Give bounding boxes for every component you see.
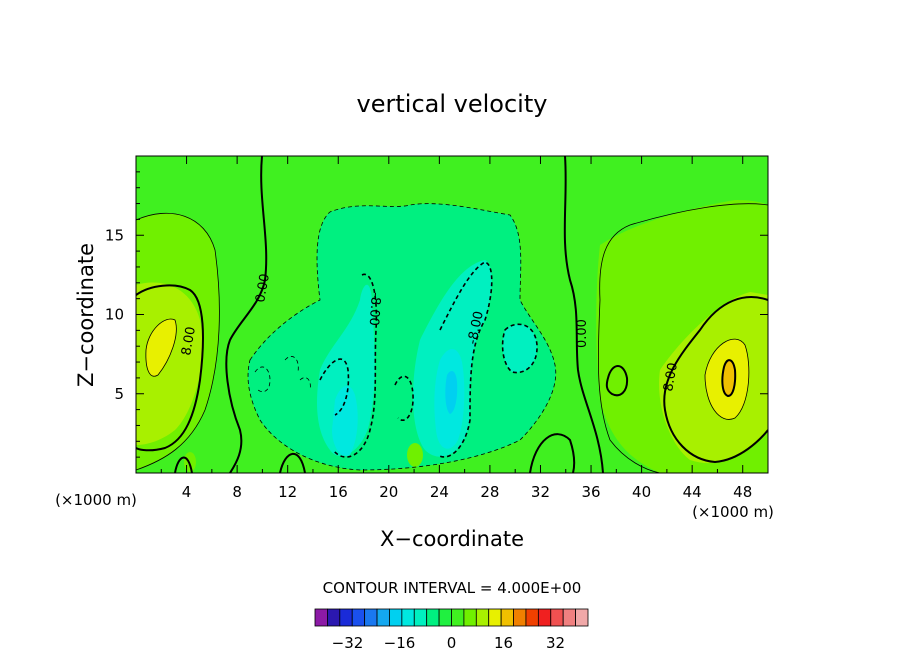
positive-contour-left — [136, 284, 204, 452]
colorbar-swatch — [389, 608, 403, 627]
colorbar-tick-label: −16 — [384, 634, 416, 652]
contour-thin — [136, 212, 220, 471]
positive-blob — [407, 443, 423, 467]
contour-dashed — [332, 273, 378, 458]
colorbar-swatch — [562, 608, 576, 627]
colorbar-swatch — [513, 608, 527, 627]
contour-labels: 0.00 0.00 8.00 8.00 -8.00 -8.00 — [179, 273, 681, 393]
negative-region-mid-c — [502, 324, 538, 373]
y-axis-label: Z−coordinate — [74, 243, 98, 387]
contour-label: -8.00 — [366, 292, 383, 327]
negative-region-core — [445, 370, 458, 414]
y-tick-label: 10 — [105, 306, 124, 324]
thin-contours — [136, 203, 768, 473]
negative-region-inner-a — [332, 385, 358, 456]
positive-region-right-core — [722, 360, 736, 396]
colorbar-swatch — [463, 608, 477, 627]
x-unit-right: (×1000 m) — [692, 503, 774, 521]
contour-dashed — [394, 375, 414, 421]
positive-contour-right — [663, 296, 768, 464]
colorbar-swatch — [376, 608, 390, 627]
negative-contours — [247, 203, 557, 471]
contour-label: 8.00 — [179, 326, 199, 357]
colorbar-tick-label: −32 — [332, 634, 364, 652]
positive-blob — [608, 364, 626, 392]
colorbar-swatch — [575, 608, 589, 627]
contour-thin — [145, 318, 177, 377]
y-tick-label: 5 — [114, 385, 124, 403]
x-tick-label: 8 — [232, 483, 242, 501]
x-axis-label: X−coordinate — [380, 527, 524, 551]
contour-thin — [597, 203, 768, 473]
x-tick-label: 44 — [683, 483, 702, 501]
contour-dashed — [319, 358, 350, 416]
colorbar-swatch — [475, 608, 490, 627]
colorbar-swatch — [364, 608, 378, 627]
colorbar-tick-label: 16 — [494, 634, 513, 652]
colorbar-swatch — [488, 608, 502, 627]
contour-dashed — [254, 356, 311, 393]
colorbar-tick-label: 32 — [546, 634, 565, 652]
zero-contour-right — [563, 156, 604, 473]
x-tick-label: 48 — [733, 483, 752, 501]
colorbar-swatch — [500, 608, 514, 627]
colorbar-swatch — [314, 608, 328, 627]
colorbar-swatch — [438, 608, 452, 627]
y-tick-label: 15 — [105, 226, 124, 244]
positive-region-left-mid — [136, 282, 203, 445]
x-tick-label: 32 — [531, 483, 550, 501]
x-tick-label: 28 — [480, 483, 499, 501]
contour-interval-text: CONTOUR INTERVAL = 4.000E+00 — [323, 579, 582, 597]
colorbar-swatch — [327, 608, 341, 627]
x-tick-label: 20 — [379, 483, 398, 501]
x-axis: 4 8 12 16 20 24 28 32 36 40 44 48 — [160, 156, 752, 501]
contour-label: 0.00 — [253, 273, 273, 304]
positive-blob — [184, 452, 196, 472]
colorbar-swatch — [351, 608, 366, 627]
colorbar-swatch — [413, 608, 428, 627]
chart-title: vertical velocity — [357, 90, 548, 118]
colorbar-swatch — [525, 608, 539, 627]
x-unit-left: (×1000 m) — [55, 491, 137, 509]
colorbar-swatch — [537, 608, 552, 627]
field-layer: 0.00 0.00 8.00 8.00 -8.00 -8.00 — [136, 156, 768, 473]
x-tick-label: 4 — [182, 483, 192, 501]
zero-contour-blob — [605, 365, 629, 397]
contour-dashed — [437, 261, 493, 458]
negative-region-mid-a — [317, 284, 375, 456]
colorbar-tick-label: 0 — [447, 634, 457, 652]
colorbar-labels: −32 −16 0 16 32 — [332, 634, 565, 652]
colorbar-swatch — [401, 608, 415, 627]
contour-label: -8.00 — [465, 310, 487, 346]
x-tick-label: 16 — [329, 483, 348, 501]
zero-contour-left — [225, 156, 268, 473]
colorbar-swatch — [451, 608, 465, 627]
y-axis: 5 10 15 — [105, 171, 768, 458]
contour-thin — [704, 338, 750, 420]
x-tick-label: 36 — [581, 483, 600, 501]
colorbar-swatch — [426, 608, 440, 627]
colorbar-swatch — [550, 608, 564, 627]
positive-contour-right-core — [721, 359, 737, 398]
zero-contours — [136, 156, 768, 473]
positive-region-left-core — [145, 319, 177, 377]
contour-label: 8.00 — [661, 362, 681, 393]
zero-contour-surface — [174, 433, 576, 473]
x-tick-label: 40 — [632, 483, 651, 501]
colorbar — [314, 608, 589, 627]
contour-label: 0.00 — [575, 319, 590, 348]
colorbar-swatch — [339, 608, 353, 627]
x-tick-label: 24 — [430, 483, 449, 501]
x-tick-label: 12 — [278, 483, 297, 501]
